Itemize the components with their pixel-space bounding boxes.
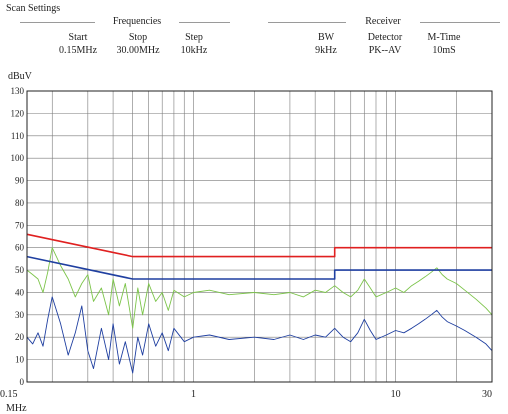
y-tick-label: 50 (15, 265, 25, 275)
y-tick-label: 120 (11, 108, 25, 118)
stop-label: Stop (128, 32, 148, 43)
y-tick-label: 90 (15, 176, 25, 186)
x-tick-label: 1 (191, 389, 196, 400)
scan-settings-title: Scan Settings (6, 3, 61, 14)
limit-line (26, 233, 492, 258)
x-axis-label: MHz (6, 403, 27, 414)
bw-value: 9kHz (315, 45, 337, 56)
plot-frame (26, 90, 493, 383)
y-tick-label: 40 (15, 287, 25, 297)
step-value: 10kHz (180, 45, 208, 56)
y-tick-label: 60 (15, 243, 25, 253)
bw-label: BW (317, 32, 335, 43)
y-tick-label: 30 (15, 310, 25, 320)
chart-series (26, 233, 493, 374)
start-value: 0.15MHz (58, 45, 98, 56)
y-tick-label: 110 (11, 131, 25, 141)
detector-value: PK--AV (368, 45, 402, 56)
frequencies-label: Frequencies (95, 16, 179, 27)
receiver-label: Receiver (346, 16, 420, 27)
y-tick-label: 130 (11, 86, 25, 96)
limit-line (26, 255, 492, 280)
y-tick-label: 70 (15, 220, 25, 230)
x-tick-label: 0.15 (0, 389, 18, 400)
y-tick-label: 20 (15, 332, 25, 342)
x-tick-label: 30 (482, 389, 492, 400)
y-tick-label: 100 (11, 153, 25, 163)
chart-grid (26, 90, 493, 383)
y-tick-label: 80 (15, 198, 25, 208)
step-label: Step (185, 32, 203, 43)
y-axis-label: dBuV (8, 71, 33, 82)
y-tick-label: 10 (15, 355, 25, 365)
measurement-trace (26, 247, 493, 329)
y-tick-label: 0 (20, 377, 25, 387)
detector-label: Detector (367, 32, 403, 43)
stop-value: 30.00MHz (116, 45, 160, 56)
start-label: Start (68, 32, 88, 43)
mtime-label: M-Time (427, 32, 461, 43)
x-tick-label: 10 (391, 389, 401, 400)
mtime-value: 10mS (432, 45, 456, 56)
measurement-trace (26, 296, 493, 374)
